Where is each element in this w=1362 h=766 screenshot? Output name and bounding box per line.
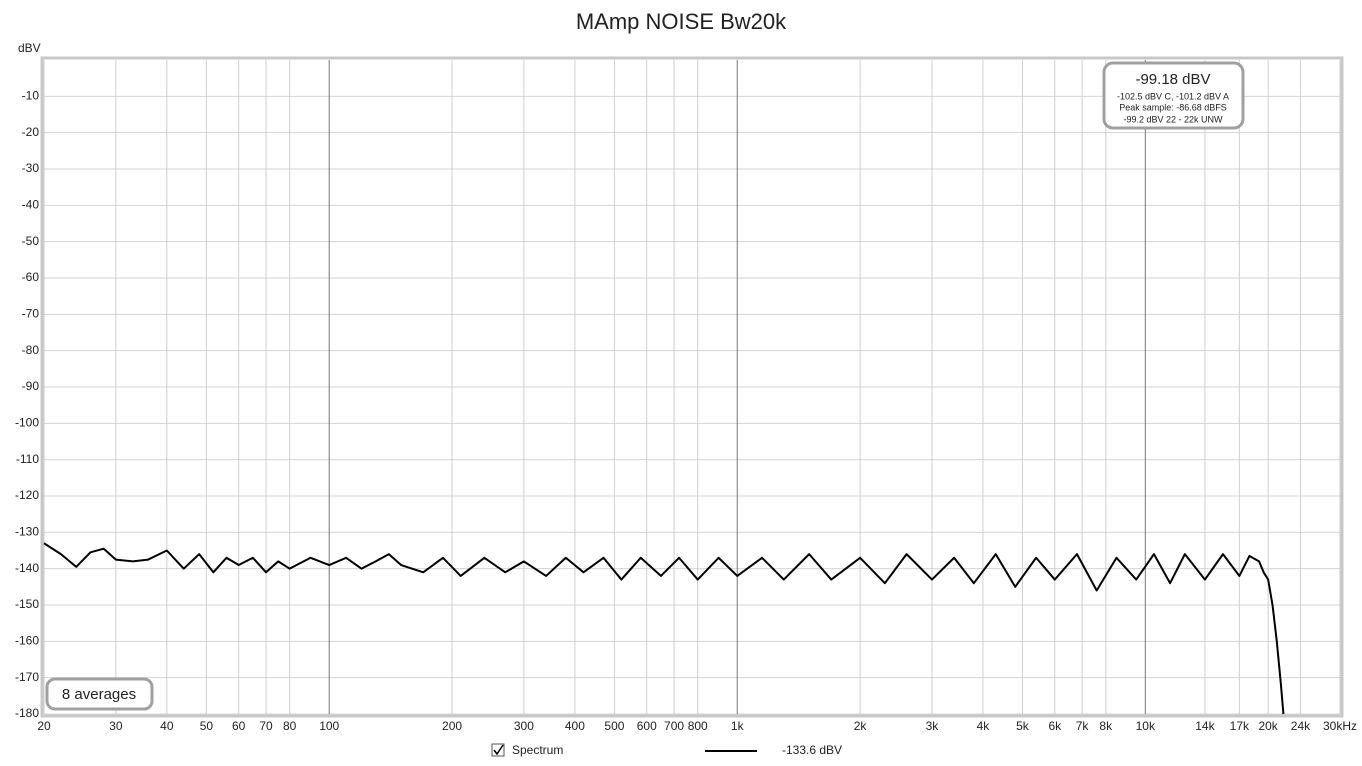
y-tick-label: -140 (15, 561, 39, 575)
y-tick-label: -130 (15, 525, 39, 539)
x-tick-label: 200 (442, 719, 462, 733)
annotation-box (1102, 61, 1245, 130)
y-tick-label: -160 (15, 634, 39, 648)
checkmark (493, 744, 504, 756)
x-tick-label: 500 (604, 719, 624, 733)
y-tick-label: -40 (22, 198, 40, 212)
y-tick-label: -10 (22, 89, 40, 103)
x-tick-label: 4k (977, 719, 991, 733)
y-tick-label: -50 (22, 234, 40, 248)
x-tick-label: 10k (1136, 719, 1156, 733)
averages-note: 8 averages (62, 686, 136, 703)
x-tick-label: 14k (1195, 719, 1215, 733)
x-tick-label: 20k (1258, 719, 1278, 733)
x-tick-label: 24k (1291, 719, 1311, 733)
y-tick-label: -80 (22, 343, 40, 357)
x-tick-label: 80 (283, 719, 297, 733)
y-tick-label: -170 (15, 670, 39, 684)
x-tick-label: 600 (637, 719, 657, 733)
y-tick-label: -60 (22, 270, 40, 284)
x-tick-label: 2k (854, 719, 868, 733)
x-tick-label: 400 (565, 719, 585, 733)
y-tick-label: -20 (22, 125, 40, 139)
y-axis-label: dBV (18, 41, 41, 55)
x-tick-label: 20 (37, 719, 51, 733)
x-tick-label: 30 (109, 719, 123, 733)
y-tick-label: -110 (16, 452, 39, 466)
x-tick-label: 800 (688, 719, 708, 733)
x-tick-label: 1k (731, 719, 745, 733)
x-tick-label: 60 (232, 719, 246, 733)
chart-title: MAmp NOISE Bw20k (576, 9, 787, 34)
annotation-headline: -99.18 dBV (1135, 71, 1210, 88)
annotation-line: Peak sample: -86.68 dBFS (1119, 102, 1227, 112)
x-tick-label: 17k (1230, 719, 1250, 733)
x-tick-label: 40 (160, 719, 174, 733)
annotation-line: -99.2 dBV 22 - 22k UNW (1123, 114, 1223, 124)
x-tick-label: 3k (926, 719, 940, 733)
x-tick-label: 50 (200, 719, 214, 733)
y-tick-label: -180 (15, 706, 39, 720)
y-tick-label: -30 (22, 161, 40, 175)
x-tick-label: 300 (514, 719, 534, 733)
x-tick-label: 700 (664, 719, 684, 733)
y-tick-label: -100 (15, 416, 39, 430)
x-tick-label: 70 (259, 719, 273, 733)
x-tick-label: 5k (1016, 719, 1030, 733)
series-line (43, 542, 1285, 715)
x-tick-label: 6k (1048, 719, 1062, 733)
y-tick-label: -120 (15, 488, 39, 502)
averages-box (45, 677, 154, 711)
y-tick-label: -150 (15, 597, 39, 611)
x-tick-label: 30kHz (1323, 719, 1357, 733)
x-tick-label: 7k (1076, 719, 1090, 733)
legend-label: Spectrum (512, 743, 563, 757)
legend-value: -133.6 dBV (782, 743, 842, 757)
annotation-line: -102.5 dBV C, -101.2 dBV A (1117, 91, 1229, 101)
y-tick-label: -90 (22, 379, 40, 393)
x-tick-label: 8k (1099, 719, 1113, 733)
y-tick-label: -70 (22, 307, 40, 321)
x-tick-label: 100 (319, 719, 339, 733)
